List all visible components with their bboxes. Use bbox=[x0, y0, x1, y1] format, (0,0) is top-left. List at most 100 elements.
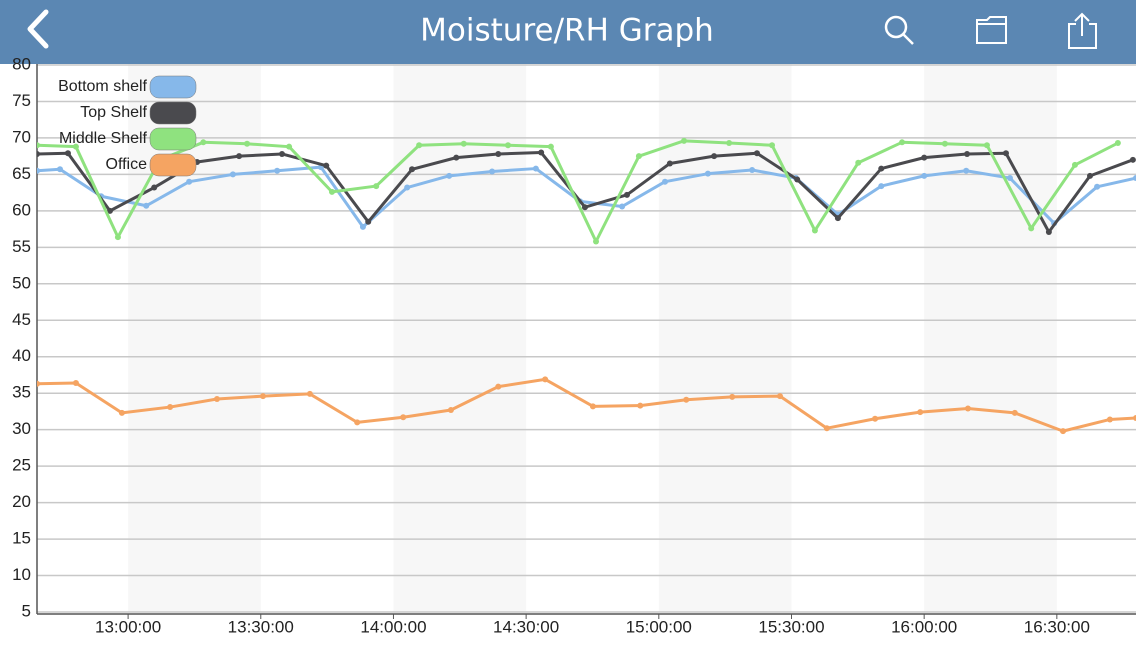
x-tick-label: 15:30:00 bbox=[758, 617, 824, 636]
y-tick-label: 25 bbox=[12, 456, 31, 475]
data-point bbox=[794, 176, 801, 183]
x-tick-label: 14:00:00 bbox=[360, 617, 426, 636]
data-point bbox=[729, 393, 736, 400]
data-point bbox=[200, 139, 207, 146]
data-point bbox=[213, 396, 220, 403]
nav-bar bbox=[0, 0, 1136, 64]
data-point bbox=[538, 149, 545, 156]
y-tick-label: 35 bbox=[12, 383, 31, 402]
data-point bbox=[921, 172, 928, 179]
data-point bbox=[776, 393, 783, 400]
band bbox=[393, 64, 527, 612]
data-point bbox=[259, 393, 266, 400]
y-tick-label: 15 bbox=[12, 529, 31, 548]
data-point bbox=[749, 167, 756, 174]
data-point bbox=[681, 137, 688, 144]
data-point bbox=[899, 139, 906, 146]
y-tick-label: 50 bbox=[12, 273, 31, 292]
data-point bbox=[704, 170, 711, 177]
data-point bbox=[1011, 409, 1018, 416]
data-point bbox=[964, 405, 971, 412]
y-tick-label: 75 bbox=[12, 91, 31, 110]
data-point bbox=[453, 154, 460, 161]
data-point bbox=[878, 183, 885, 190]
legend-swatch bbox=[149, 153, 197, 177]
data-point bbox=[404, 184, 411, 191]
x-tick-label: 13:30:00 bbox=[228, 617, 294, 636]
data-point bbox=[400, 414, 407, 421]
data-point bbox=[769, 142, 776, 149]
data-point bbox=[662, 178, 668, 185]
title: Moisture/RH Graph bbox=[420, 13, 714, 49]
back-button[interactable] bbox=[27, 9, 49, 49]
data-point bbox=[1071, 161, 1078, 168]
data-point bbox=[373, 183, 380, 190]
x-tick-label: 14:30:00 bbox=[493, 617, 559, 636]
data-point bbox=[1133, 414, 1136, 421]
data-point bbox=[64, 150, 71, 157]
y-tick-label: 45 bbox=[12, 310, 31, 329]
data-point bbox=[532, 165, 539, 172]
data-point bbox=[834, 215, 841, 222]
data-point bbox=[619, 203, 626, 210]
data-point bbox=[711, 153, 718, 160]
y-tick-label: 80 bbox=[12, 54, 31, 73]
data-point bbox=[1114, 140, 1121, 147]
data-point bbox=[354, 419, 361, 426]
data-point bbox=[274, 167, 281, 174]
data-point bbox=[983, 142, 990, 149]
data-point bbox=[1002, 150, 1009, 157]
data-point bbox=[921, 154, 928, 161]
x-tick-label: 16:30:00 bbox=[1024, 617, 1090, 636]
legend: Bottom shelf Top Shelf Middle Shelf Office bbox=[58, 75, 197, 177]
data-point bbox=[872, 415, 879, 422]
data-point bbox=[753, 150, 760, 157]
data-point bbox=[409, 166, 416, 173]
data-point bbox=[167, 404, 174, 411]
search-button[interactable] bbox=[884, 15, 914, 45]
data-point bbox=[286, 143, 293, 150]
data-point bbox=[323, 162, 330, 169]
data-point bbox=[855, 159, 862, 166]
data-point bbox=[114, 234, 121, 241]
data-point bbox=[279, 150, 286, 157]
data-point bbox=[460, 140, 467, 147]
data-point bbox=[941, 140, 948, 147]
data-point bbox=[1028, 225, 1035, 232]
data-point bbox=[236, 153, 243, 160]
data-point bbox=[106, 207, 113, 214]
y-tick-label: 60 bbox=[12, 200, 31, 219]
data-point bbox=[72, 143, 79, 150]
data-point bbox=[37, 380, 40, 387]
data-point bbox=[637, 402, 644, 409]
data-point bbox=[1106, 416, 1113, 423]
data-point bbox=[581, 204, 588, 211]
data-point bbox=[306, 390, 313, 397]
y-tick-label: 65 bbox=[12, 164, 31, 183]
data-point bbox=[118, 409, 125, 416]
data-point bbox=[37, 142, 40, 149]
data-point bbox=[229, 171, 236, 178]
data-point bbox=[1060, 428, 1067, 435]
data-point bbox=[666, 160, 673, 167]
legend-swatch bbox=[149, 127, 197, 151]
data-point bbox=[542, 376, 549, 383]
data-point bbox=[683, 396, 690, 403]
legend-label: Bottom shelf bbox=[58, 78, 147, 95]
folder-button[interactable] bbox=[976, 16, 1007, 44]
data-point bbox=[359, 223, 366, 230]
data-point bbox=[917, 409, 924, 416]
data-point bbox=[365, 218, 372, 225]
data-point bbox=[964, 150, 971, 157]
data-point bbox=[1129, 156, 1136, 163]
x-tick-label: 15:00:00 bbox=[626, 617, 692, 636]
data-point bbox=[72, 379, 79, 386]
data-point bbox=[635, 153, 642, 160]
data-point bbox=[963, 167, 970, 174]
share-button[interactable] bbox=[1068, 12, 1097, 49]
data-point bbox=[489, 168, 496, 175]
data-point bbox=[1045, 229, 1052, 236]
data-point bbox=[37, 150, 40, 157]
x-tick-label: 13:00:00 bbox=[95, 617, 161, 636]
